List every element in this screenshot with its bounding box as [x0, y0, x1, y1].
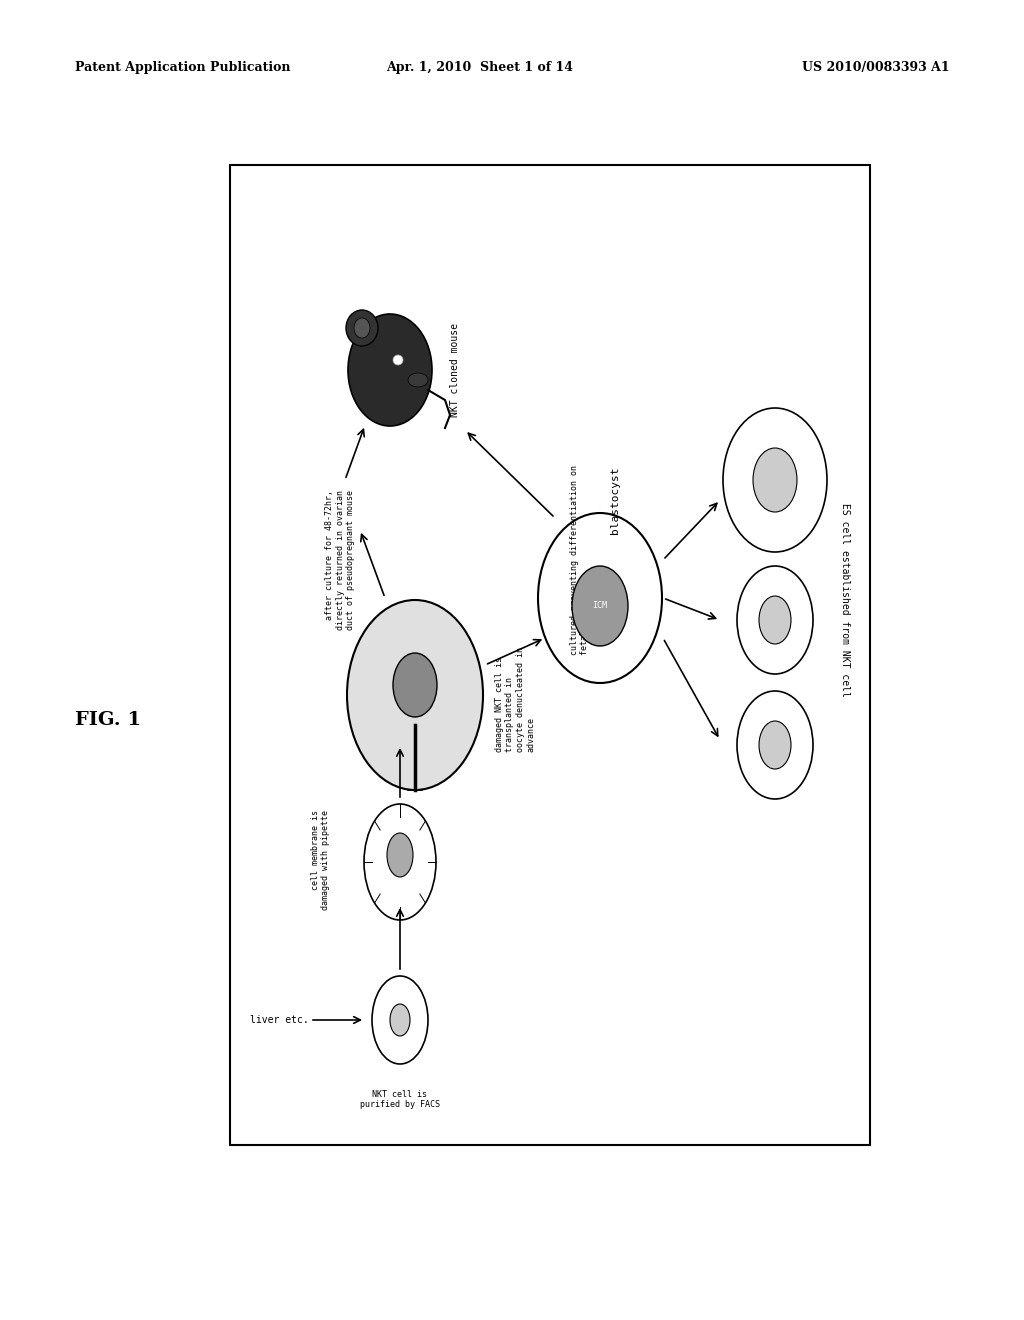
Ellipse shape [737, 690, 813, 799]
Text: after culture for 48-72hr,
directly returned in ovarian
duct of pseudopregnant m: after culture for 48-72hr, directly retu… [326, 490, 355, 630]
Ellipse shape [390, 1005, 410, 1036]
Ellipse shape [387, 833, 413, 876]
Ellipse shape [354, 318, 370, 338]
Ellipse shape [393, 355, 403, 366]
Ellipse shape [346, 310, 378, 346]
Text: US 2010/0083393 A1: US 2010/0083393 A1 [803, 62, 950, 74]
Ellipse shape [393, 653, 437, 717]
Ellipse shape [723, 408, 827, 552]
Ellipse shape [364, 804, 436, 920]
Text: Patent Application Publication: Patent Application Publication [75, 62, 291, 74]
Text: cultured preventing differentiation on
fetal fibroblast: cultured preventing differentiation on f… [570, 465, 590, 655]
Ellipse shape [572, 566, 628, 645]
Text: cell membrane is
damaged with pipette: cell membrane is damaged with pipette [310, 810, 330, 909]
Ellipse shape [759, 597, 791, 644]
Ellipse shape [347, 601, 483, 789]
Text: NKT cloned mouse: NKT cloned mouse [450, 323, 460, 417]
Text: damaged NKT cell is
transplanted in
oocyte denucleated in
advance: damaged NKT cell is transplanted in oocy… [495, 648, 536, 752]
Ellipse shape [348, 314, 432, 426]
Text: NKT cell is
purified by FACS: NKT cell is purified by FACS [360, 1090, 440, 1109]
Ellipse shape [753, 447, 797, 512]
Ellipse shape [538, 513, 662, 682]
Bar [230, 165, 870, 1144]
Text: liver etc.: liver etc. [250, 1015, 309, 1026]
Ellipse shape [408, 374, 428, 387]
Text: ICM: ICM [593, 602, 607, 610]
Ellipse shape [737, 566, 813, 675]
Text: ES cell established from NKT cell: ES cell established from NKT cell [840, 503, 850, 697]
Ellipse shape [372, 975, 428, 1064]
Text: Apr. 1, 2010  Sheet 1 of 14: Apr. 1, 2010 Sheet 1 of 14 [386, 62, 573, 74]
Text: blastocyst: blastocyst [610, 466, 620, 533]
Ellipse shape [759, 721, 791, 770]
Text: FIG. 1: FIG. 1 [75, 711, 141, 729]
